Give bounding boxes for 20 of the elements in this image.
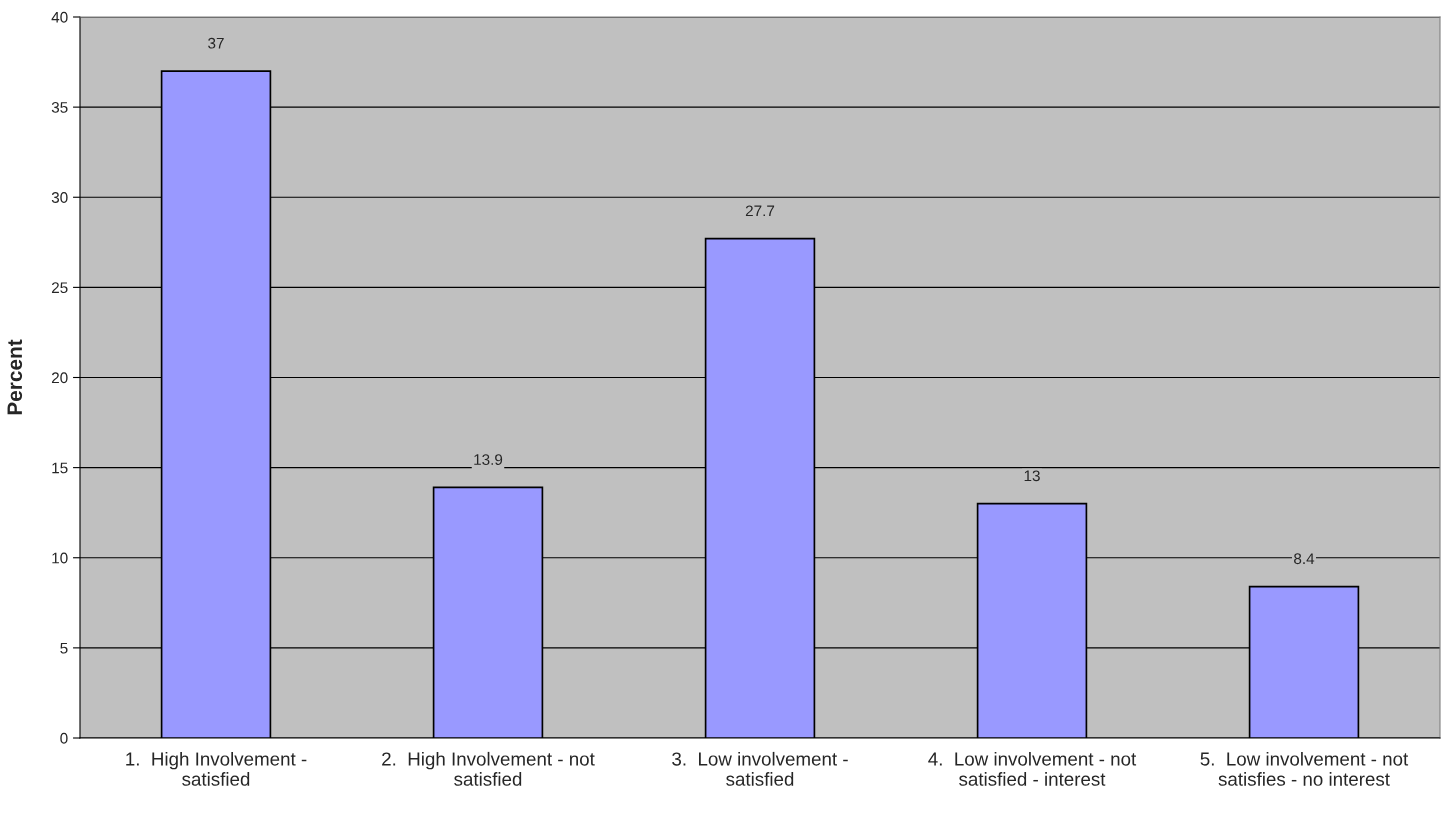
y-tick-label: 20 [51,372,68,384]
y-tick-label: 30 [51,192,68,203]
x-tick-label: 4. Low involvement - not satisfied - interest [928,751,1137,786]
y-tick-label: 35 [51,101,68,113]
y-tick-label: 25 [51,282,68,294]
x-tick-label: 5. Low involvement - not satisfies - no interest [1200,751,1409,786]
y-tick-label: 40 [51,11,68,23]
x-tick-label: 1. High Involvement - satisfied [126,751,307,786]
data-label: 13.9 [474,454,503,465]
x-tick-label: 3. Low involvement - satisfied [672,751,848,786]
data-label: 13 [1024,470,1040,482]
y-axis-title: Percent [7,339,23,415]
y-tick-label: 5 [60,642,68,654]
data-label: 8.4 [1294,553,1315,565]
y-tick-label: 10 [52,552,68,564]
y-tick-label: 0 [60,732,68,744]
data-label: 27.7 [745,205,775,217]
data-label: 37 [208,37,224,49]
y-tick-label: 15 [52,462,68,474]
x-tick-label: 2. High Involvement - not satisfied [382,751,595,786]
